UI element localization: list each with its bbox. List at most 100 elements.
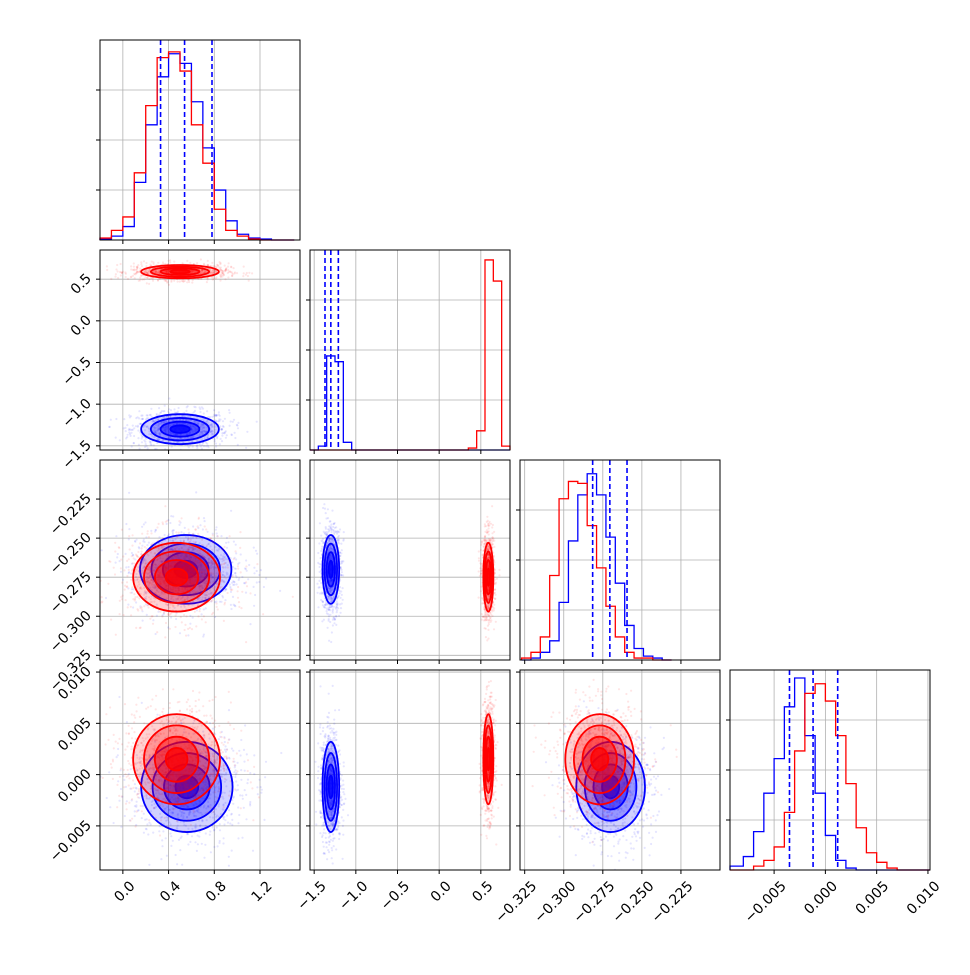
scatter-point	[211, 549, 213, 551]
scatter-point	[188, 446, 190, 448]
scatter-point	[207, 279, 209, 281]
scatter-point	[175, 531, 177, 533]
scatter-point	[121, 582, 123, 584]
scatter-point	[138, 417, 140, 419]
scatter-point	[117, 270, 119, 272]
scatter-point	[258, 581, 260, 583]
scatter-point	[119, 600, 121, 602]
scatter-point	[200, 445, 202, 447]
scatter-point	[170, 515, 172, 517]
scatter-point	[217, 264, 219, 266]
scatter-point	[336, 600, 338, 602]
scatter-point	[211, 599, 213, 601]
scatter-point	[235, 550, 237, 552]
scatter-point	[326, 608, 328, 610]
scatter-point	[227, 272, 229, 274]
scatter-point	[110, 278, 112, 280]
scatter-point	[236, 424, 238, 426]
scatter-point	[117, 553, 119, 555]
scatter-point	[343, 531, 345, 533]
scatter-point	[481, 619, 483, 621]
scatter-point	[249, 623, 251, 625]
scatter-point	[201, 544, 203, 546]
scatter-point	[228, 409, 230, 411]
scatter-point	[321, 620, 323, 622]
scatter-point	[203, 517, 205, 519]
scatter-point	[232, 584, 234, 586]
histogram-red-3	[730, 684, 930, 870]
scatter-point	[196, 609, 198, 611]
scatter-point	[265, 577, 267, 579]
scatter-point	[126, 560, 128, 562]
scatter-point	[215, 526, 217, 528]
scatter-point	[229, 425, 231, 427]
scatter-point	[256, 563, 258, 565]
scatter-point	[175, 615, 177, 617]
scatter-point	[154, 531, 156, 533]
scatter-point	[132, 429, 134, 431]
scatter-point	[158, 407, 160, 409]
scatter-point	[173, 280, 175, 282]
scatter-point	[205, 621, 207, 623]
scatter-point	[331, 631, 333, 633]
scatter-point	[194, 528, 196, 530]
scatter-point	[320, 557, 322, 559]
scatter-point	[125, 566, 127, 568]
scatter-point	[156, 413, 158, 415]
scatter-point	[203, 608, 205, 610]
scatter-point	[233, 604, 235, 606]
scatter-point	[121, 529, 123, 531]
scatter-point	[340, 607, 342, 609]
scatter-point	[115, 535, 117, 537]
scatter-point	[239, 531, 241, 533]
scatter-point	[337, 531, 339, 533]
scatter-point	[253, 547, 255, 549]
scatter-point	[201, 613, 203, 615]
scatter-point	[222, 272, 224, 274]
scatter-point	[332, 612, 334, 614]
scatter-point	[328, 530, 330, 532]
scatter-point	[221, 440, 223, 442]
scatter-point	[317, 606, 319, 608]
scatter-point	[132, 534, 134, 536]
scatter-point	[143, 539, 145, 541]
scatter-point	[156, 631, 158, 633]
scatter-point	[339, 603, 341, 605]
scatter-point	[136, 267, 138, 269]
scatter-point	[135, 627, 137, 629]
scatter-point	[191, 282, 193, 284]
scatter-point	[138, 597, 140, 599]
scatter-point	[189, 262, 191, 264]
scatter-point	[230, 604, 232, 606]
scatter-point	[192, 617, 194, 619]
scatter-point	[340, 612, 342, 614]
scatter-point	[137, 430, 139, 432]
scatter-point	[164, 505, 166, 507]
scatter-point	[228, 262, 230, 264]
scatter-point	[158, 536, 160, 538]
scatter-point	[177, 411, 179, 413]
scatter-point	[133, 593, 135, 595]
scatter-point	[336, 603, 338, 605]
scatter-point	[238, 601, 240, 603]
scatter-point	[329, 614, 331, 616]
scatter-point	[225, 437, 227, 439]
scatter-point	[159, 611, 161, 613]
scatter-point	[226, 537, 228, 539]
scatter-point	[256, 553, 258, 555]
scatter-point	[201, 618, 203, 620]
scatter-point	[137, 609, 139, 611]
scatter-point	[237, 563, 239, 565]
scatter-point	[222, 596, 224, 598]
scatter-point	[332, 624, 334, 626]
scatter-point	[329, 621, 331, 623]
scatter-point	[206, 545, 208, 547]
scatter-point	[326, 610, 328, 612]
scatter-point	[245, 581, 247, 583]
scatter-point	[141, 533, 143, 535]
scatter-point	[227, 592, 229, 594]
scatter-point	[332, 526, 334, 528]
scatter-point	[319, 592, 321, 594]
scatter-point	[202, 635, 204, 637]
scatter-point	[226, 434, 228, 436]
